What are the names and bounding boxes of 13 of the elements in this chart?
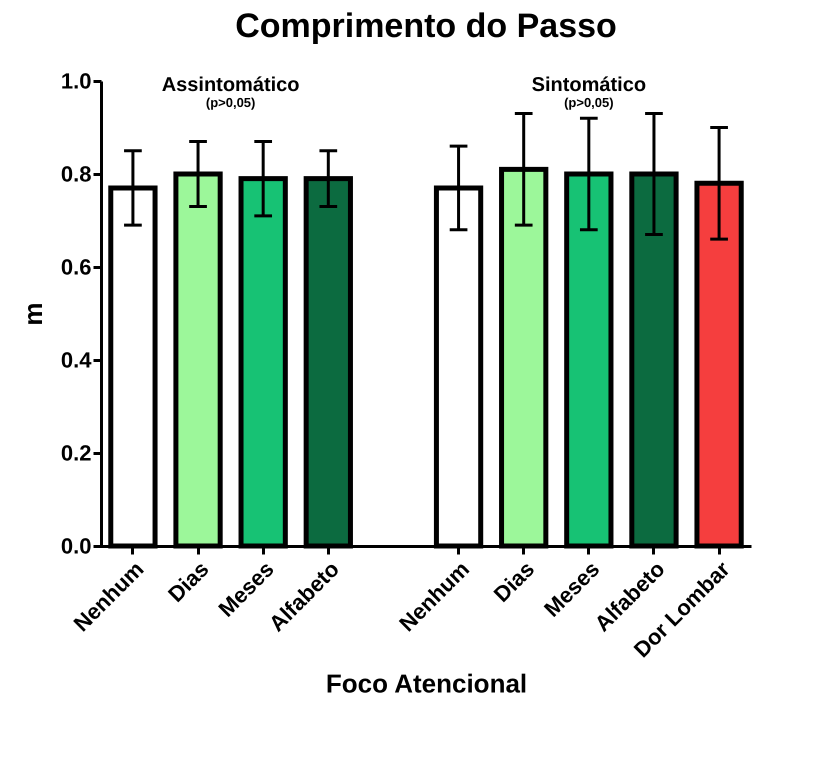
annotation: (p>0,05) <box>206 95 256 110</box>
y-tick-label: 0.4 <box>60 348 92 372</box>
y-tick-label: 1.0 <box>60 68 92 94</box>
annotation: Assintomático <box>162 74 300 96</box>
y-tick-label: 0.0 <box>60 534 92 558</box>
x-axis-title: Foco Atencional <box>326 668 528 699</box>
annotation: (p>0,05) <box>564 95 614 110</box>
y-tick-label: 0.6 <box>60 254 92 280</box>
chart-title: Comprimento do Passo <box>235 7 617 45</box>
y-axis-title: m <box>18 302 48 326</box>
annotation: Sintomático <box>532 74 646 96</box>
y-tick-label: 0.8 <box>60 162 92 186</box>
y-tick-label: 0.2 <box>60 440 92 466</box>
